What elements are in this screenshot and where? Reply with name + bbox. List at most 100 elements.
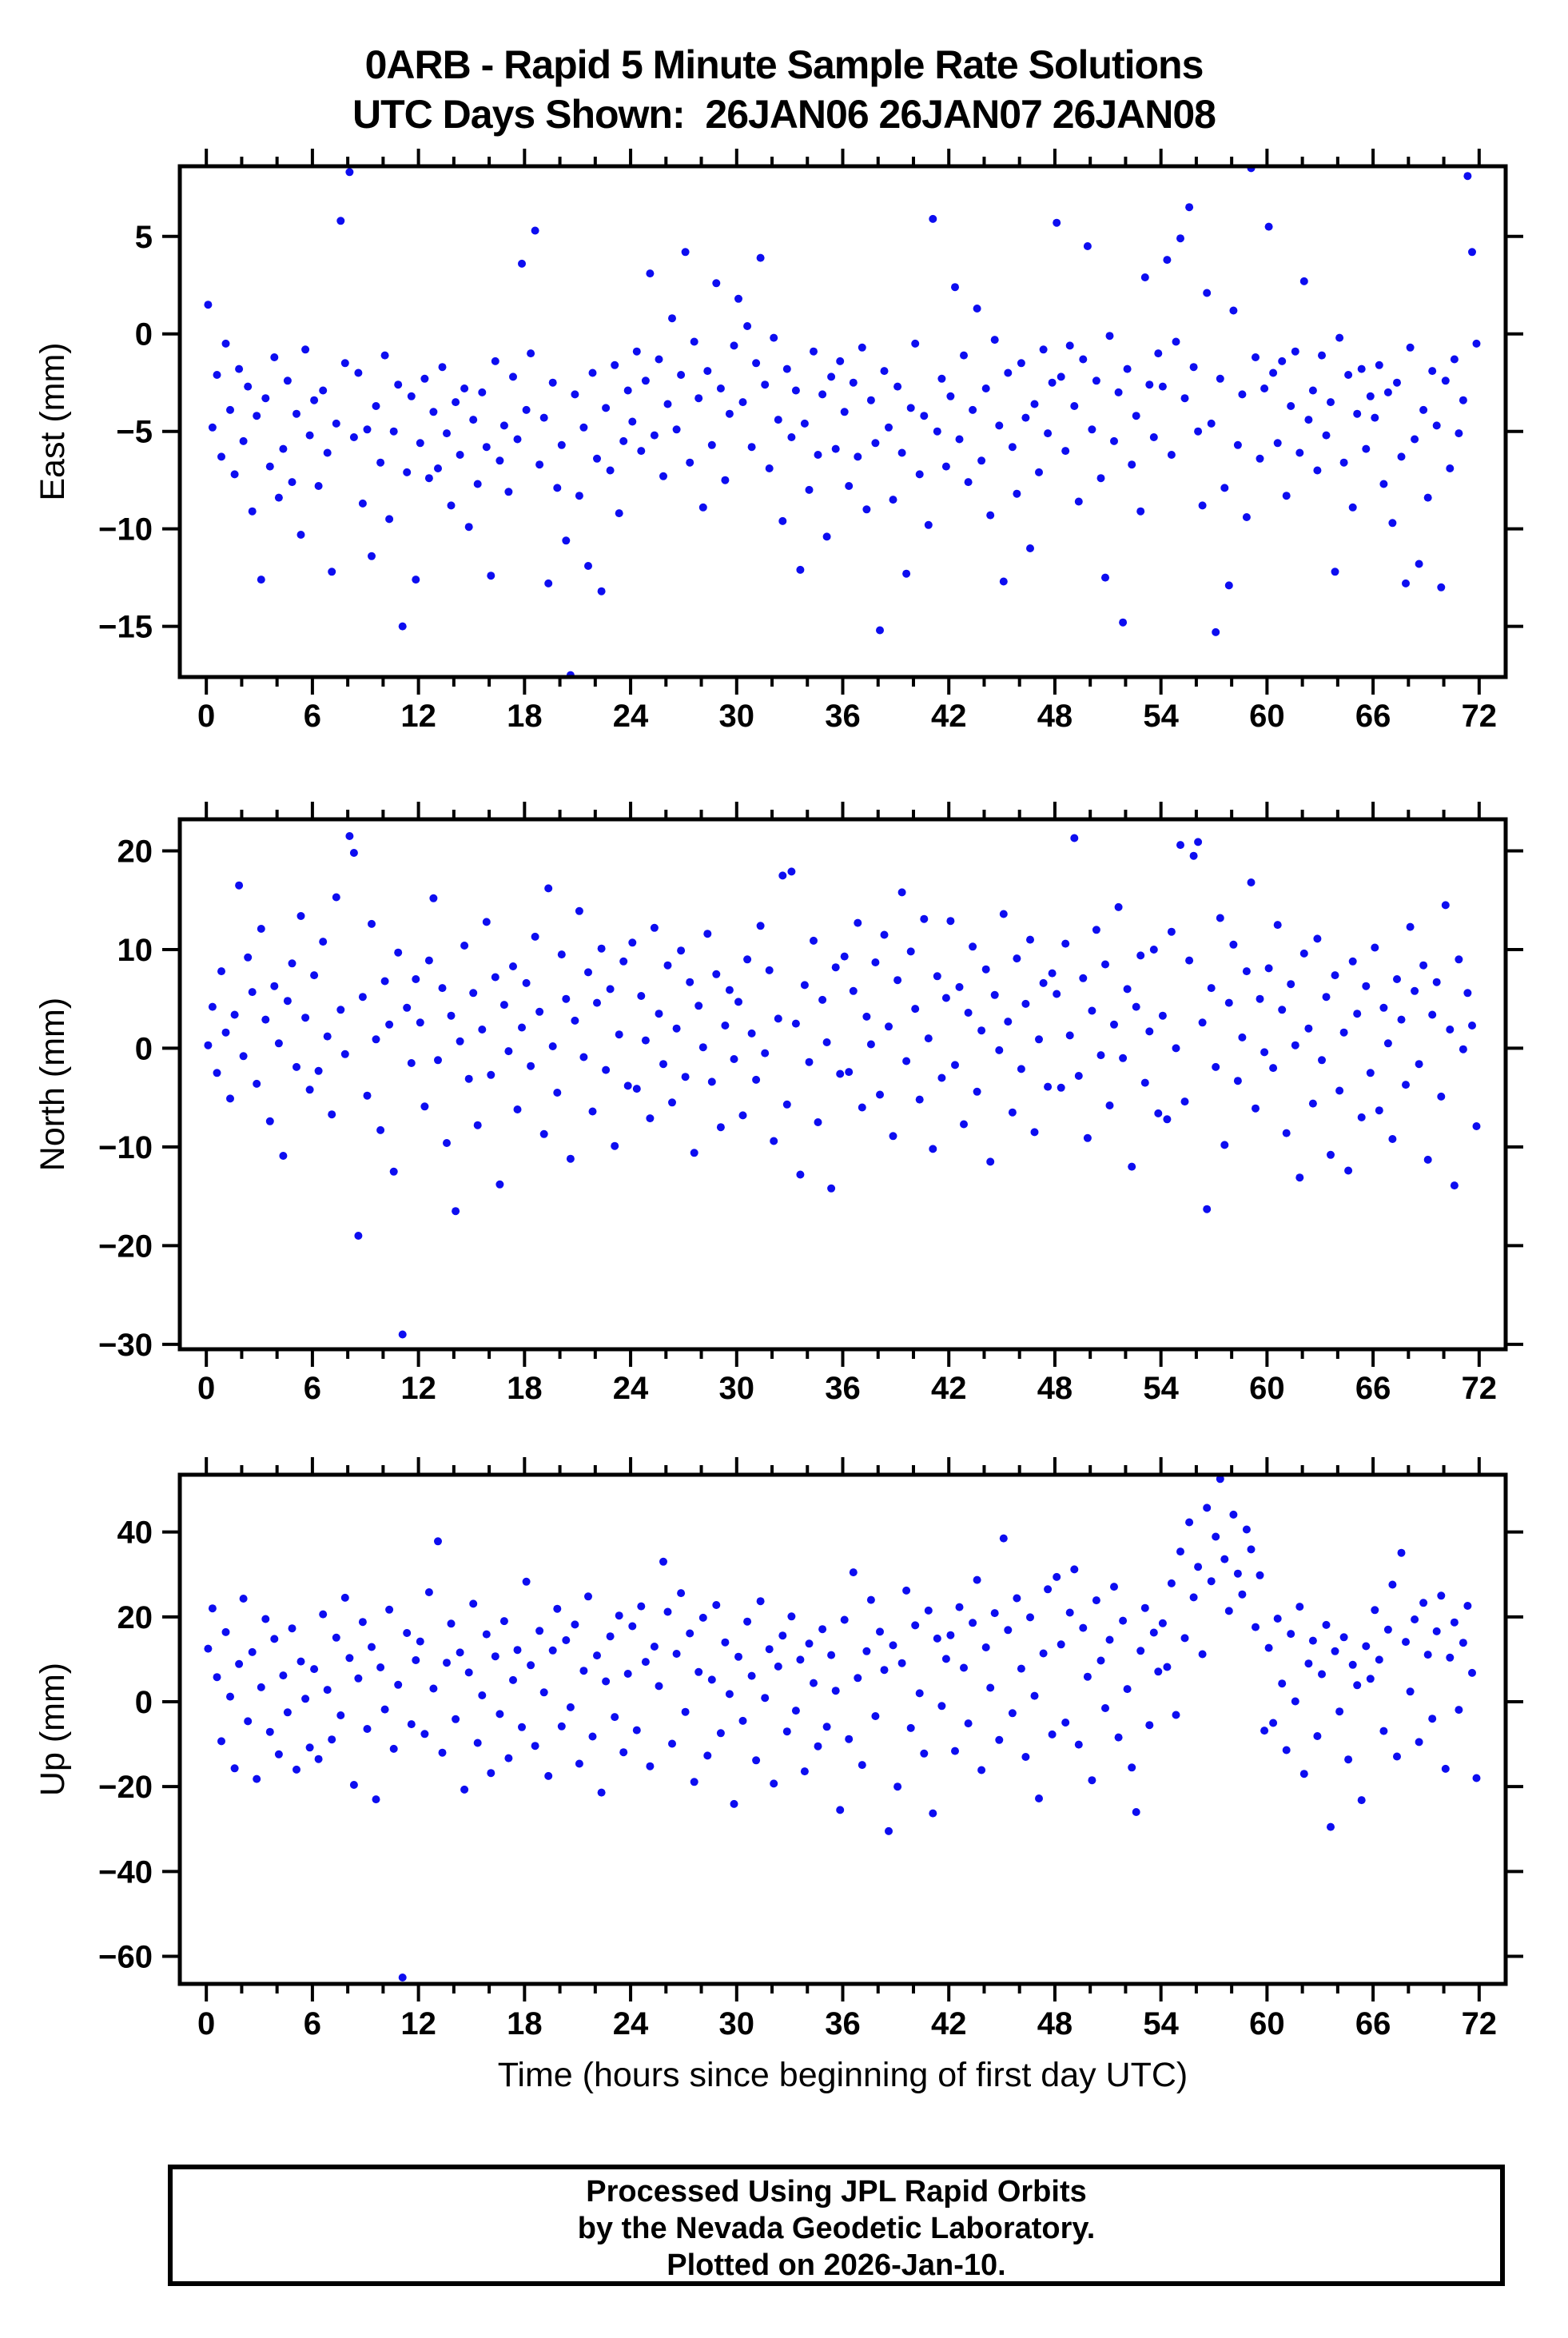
data-point xyxy=(1366,1675,1375,1683)
up-xtick-label: 66 xyxy=(1355,2006,1391,2041)
data-point xyxy=(553,1089,562,1097)
data-point xyxy=(385,515,394,524)
data-point xyxy=(1180,1634,1189,1643)
data-point xyxy=(469,416,478,424)
data-point xyxy=(1242,967,1251,976)
data-point xyxy=(420,1102,429,1111)
data-point xyxy=(1026,935,1034,944)
data-point xyxy=(1299,1770,1308,1778)
data-point xyxy=(738,398,747,407)
data-point xyxy=(1229,940,1238,949)
data-point xyxy=(1163,1663,1172,1671)
data-point xyxy=(712,1601,721,1609)
data-point xyxy=(1339,1028,1348,1037)
data-point xyxy=(1065,341,1074,350)
data-point xyxy=(443,429,451,438)
data-point xyxy=(805,1057,814,1066)
data-point xyxy=(1203,1504,1212,1512)
east-xtick-label: 60 xyxy=(1249,699,1285,734)
data-point xyxy=(1119,618,1128,627)
north-panel: 0 6 12 18 24 30 36 42 48 54 60 66 72 20 10 0 −10 −20 −30 No… xyxy=(34,802,1523,1406)
data-point xyxy=(641,376,650,385)
data-point xyxy=(1459,1045,1467,1053)
data-point xyxy=(1287,1630,1295,1639)
data-point xyxy=(995,1735,1004,1744)
data-point xyxy=(1459,396,1467,404)
east-points xyxy=(204,164,1481,679)
data-point xyxy=(398,1974,407,1982)
data-point xyxy=(941,1655,950,1663)
data-point xyxy=(1397,1548,1406,1557)
data-point xyxy=(1061,1719,1070,1727)
data-point xyxy=(518,1023,526,1032)
data-point xyxy=(1167,451,1176,459)
data-point xyxy=(553,1604,562,1613)
data-point xyxy=(1140,273,1149,281)
east-ytick-label: −15 xyxy=(98,610,153,645)
data-point xyxy=(1132,412,1140,420)
data-point xyxy=(668,1739,676,1748)
data-point xyxy=(208,1604,217,1613)
data-point xyxy=(1415,1060,1423,1069)
data-point xyxy=(452,1715,460,1723)
data-point xyxy=(637,992,646,1000)
data-point xyxy=(1383,1039,1392,1048)
data-point xyxy=(1136,507,1145,516)
data-point xyxy=(1035,1035,1043,1044)
data-point xyxy=(941,994,950,1002)
north-ytick-label: 20 xyxy=(117,834,153,870)
data-point xyxy=(1260,384,1269,392)
data-point xyxy=(1304,416,1313,424)
data-point xyxy=(557,440,566,449)
data-point xyxy=(478,1691,487,1699)
data-point xyxy=(747,1029,756,1038)
data-point xyxy=(606,466,615,475)
data-point xyxy=(681,1707,690,1716)
data-point xyxy=(473,1739,482,1747)
data-point xyxy=(862,505,871,514)
up-points xyxy=(204,1475,1481,1982)
data-point xyxy=(787,433,796,441)
data-point xyxy=(1061,447,1070,456)
data-point xyxy=(1198,1018,1207,1027)
data-point xyxy=(1264,1643,1273,1652)
data-point xyxy=(248,507,257,516)
data-point xyxy=(703,367,712,376)
data-point xyxy=(221,1028,230,1037)
data-point xyxy=(1114,902,1123,911)
data-point xyxy=(363,1725,372,1733)
data-point xyxy=(920,412,929,420)
data-point xyxy=(1216,914,1224,922)
data-point xyxy=(1419,405,1428,414)
data-point xyxy=(1247,1545,1256,1554)
data-point xyxy=(854,452,862,461)
data-point xyxy=(1198,1650,1207,1659)
data-point xyxy=(1428,1010,1437,1019)
data-point xyxy=(1149,1628,1158,1637)
data-point xyxy=(756,1597,765,1606)
data-point xyxy=(1468,1022,1476,1030)
east-xtick-label: 54 xyxy=(1143,699,1179,734)
data-point xyxy=(1004,1626,1013,1635)
east-xtick-label: 36 xyxy=(825,699,861,734)
data-point xyxy=(611,1713,619,1722)
data-point xyxy=(698,1613,707,1622)
data-point xyxy=(615,1611,623,1620)
data-point xyxy=(323,1032,332,1041)
data-point xyxy=(358,1618,367,1627)
data-point xyxy=(690,1149,698,1157)
data-point xyxy=(1105,1635,1114,1644)
data-point xyxy=(557,1722,566,1731)
data-point xyxy=(619,957,628,966)
data-point xyxy=(707,440,716,449)
data-point xyxy=(464,1668,473,1677)
data-point xyxy=(1308,386,1317,395)
data-point xyxy=(253,412,261,420)
data-point xyxy=(1224,581,1233,590)
data-point xyxy=(1048,1730,1057,1739)
data-point xyxy=(778,516,787,525)
data-point xyxy=(434,1056,442,1065)
data-point xyxy=(933,972,941,981)
up-panel: 0 6 12 18 24 30 36 42 48 54 60 66 72 40 20 0 −20 −40 −60 Up… xyxy=(34,1457,1523,2041)
